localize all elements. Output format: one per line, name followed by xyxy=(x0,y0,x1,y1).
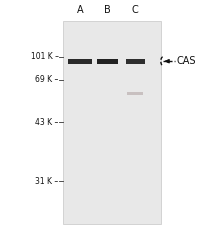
Bar xyxy=(63,21,161,224)
Text: 43 K –: 43 K – xyxy=(35,118,59,127)
Text: 31 K –: 31 K – xyxy=(35,177,59,186)
Bar xyxy=(127,92,143,95)
Text: A: A xyxy=(76,5,83,15)
Text: 69 K –: 69 K – xyxy=(35,75,59,84)
Text: 101 K –: 101 K – xyxy=(31,52,59,61)
Bar xyxy=(126,59,145,64)
Text: B: B xyxy=(104,5,111,15)
Bar xyxy=(68,59,92,64)
Text: C: C xyxy=(132,5,139,15)
Bar xyxy=(97,59,118,64)
Text: CAS: CAS xyxy=(177,56,196,66)
